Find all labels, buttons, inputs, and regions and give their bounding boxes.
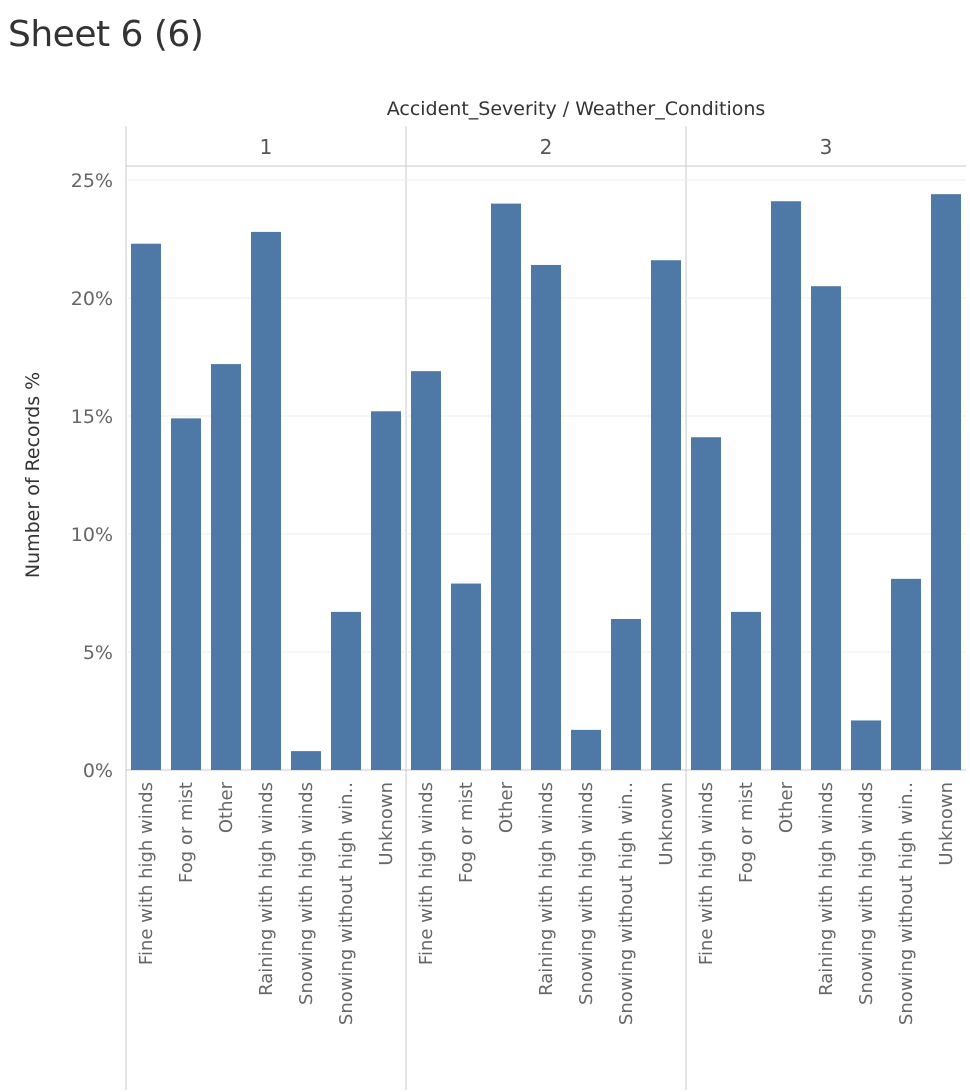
bar (131, 243, 161, 771)
x-category-label: Fog or mist (736, 782, 757, 883)
sheet-title: Sheet 6 (6) (8, 14, 204, 55)
bar (571, 729, 601, 770)
bar (331, 611, 361, 770)
bar (891, 578, 921, 770)
bar (651, 260, 681, 770)
x-category-label: Unknown (656, 782, 677, 866)
x-category-label: Fine with high winds (696, 782, 717, 965)
panel-header-label: 1 (260, 135, 273, 159)
x-category-label: Snowing without high win.. (616, 782, 637, 1025)
x-category-label: Snowing without high win.. (336, 782, 357, 1025)
bar (211, 364, 241, 770)
x-category-label: Snowing without high win.. (896, 782, 917, 1025)
x-category-label: Fog or mist (176, 782, 197, 883)
x-category-label: Other (216, 781, 237, 833)
x-category-label: Snowing with high winds (856, 782, 877, 1005)
bar (251, 231, 281, 771)
bar (851, 720, 881, 770)
bar (491, 203, 521, 771)
bar (411, 371, 441, 770)
bar (451, 583, 481, 770)
bar (931, 194, 961, 770)
bar (771, 201, 801, 771)
bar (811, 286, 841, 770)
y-tick-label: 25% (71, 170, 113, 192)
panel-headers: 1 2 3 (260, 135, 833, 159)
bar (171, 418, 201, 770)
x-category-label: Other (776, 781, 797, 833)
bar (611, 618, 641, 770)
x-axis: Fine with high winds Fog or mist Other Rain… (136, 781, 957, 1025)
y-tick-label: 10% (71, 524, 113, 546)
x-category-label: Snowing with high winds (576, 782, 597, 1005)
y-tick-label: 5% (83, 642, 113, 664)
x-category-label: Unknown (936, 782, 957, 866)
bar (731, 611, 761, 770)
y-axis: 0% 5% 10% 15% 20% 25% (71, 170, 113, 782)
x-category-label: Fine with high winds (136, 782, 157, 965)
bar (691, 437, 721, 770)
bars (131, 194, 961, 771)
x-category-label: Raining with high winds (816, 782, 837, 996)
x-category-label: Raining with high winds (536, 782, 557, 996)
column-header: Accident_Severity / Weather_Conditions (387, 98, 766, 120)
x-category-label: Raining with high winds (256, 782, 277, 996)
bar (371, 411, 401, 770)
y-tick-label: 15% (71, 406, 113, 428)
x-category-label: Snowing with high winds (296, 782, 317, 1005)
y-axis-label: Number of Records % (22, 372, 44, 578)
y-tick-label: 0% (83, 760, 113, 782)
x-category-label: Other (496, 781, 517, 833)
x-category-label: Fog or mist (456, 782, 477, 883)
y-tick-label: 20% (71, 288, 113, 310)
x-category-label: Unknown (376, 782, 397, 866)
panel-header-label: 3 (820, 135, 833, 159)
x-category-label: Fine with high winds (416, 782, 437, 965)
bar (531, 264, 561, 770)
bar (291, 751, 321, 770)
panel-header-label: 2 (540, 135, 553, 159)
